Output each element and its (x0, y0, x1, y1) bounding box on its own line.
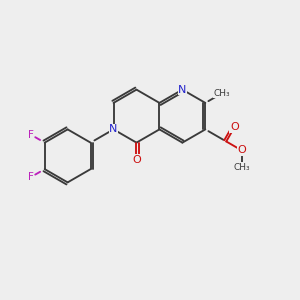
Text: O: O (230, 122, 239, 132)
Text: N: N (110, 124, 118, 134)
Text: O: O (132, 155, 141, 165)
Text: CH₃: CH₃ (233, 163, 250, 172)
Text: F: F (28, 130, 34, 140)
Text: CH₃: CH₃ (214, 89, 230, 98)
Text: F: F (28, 172, 34, 182)
Text: N: N (178, 85, 187, 94)
Text: O: O (237, 145, 246, 155)
